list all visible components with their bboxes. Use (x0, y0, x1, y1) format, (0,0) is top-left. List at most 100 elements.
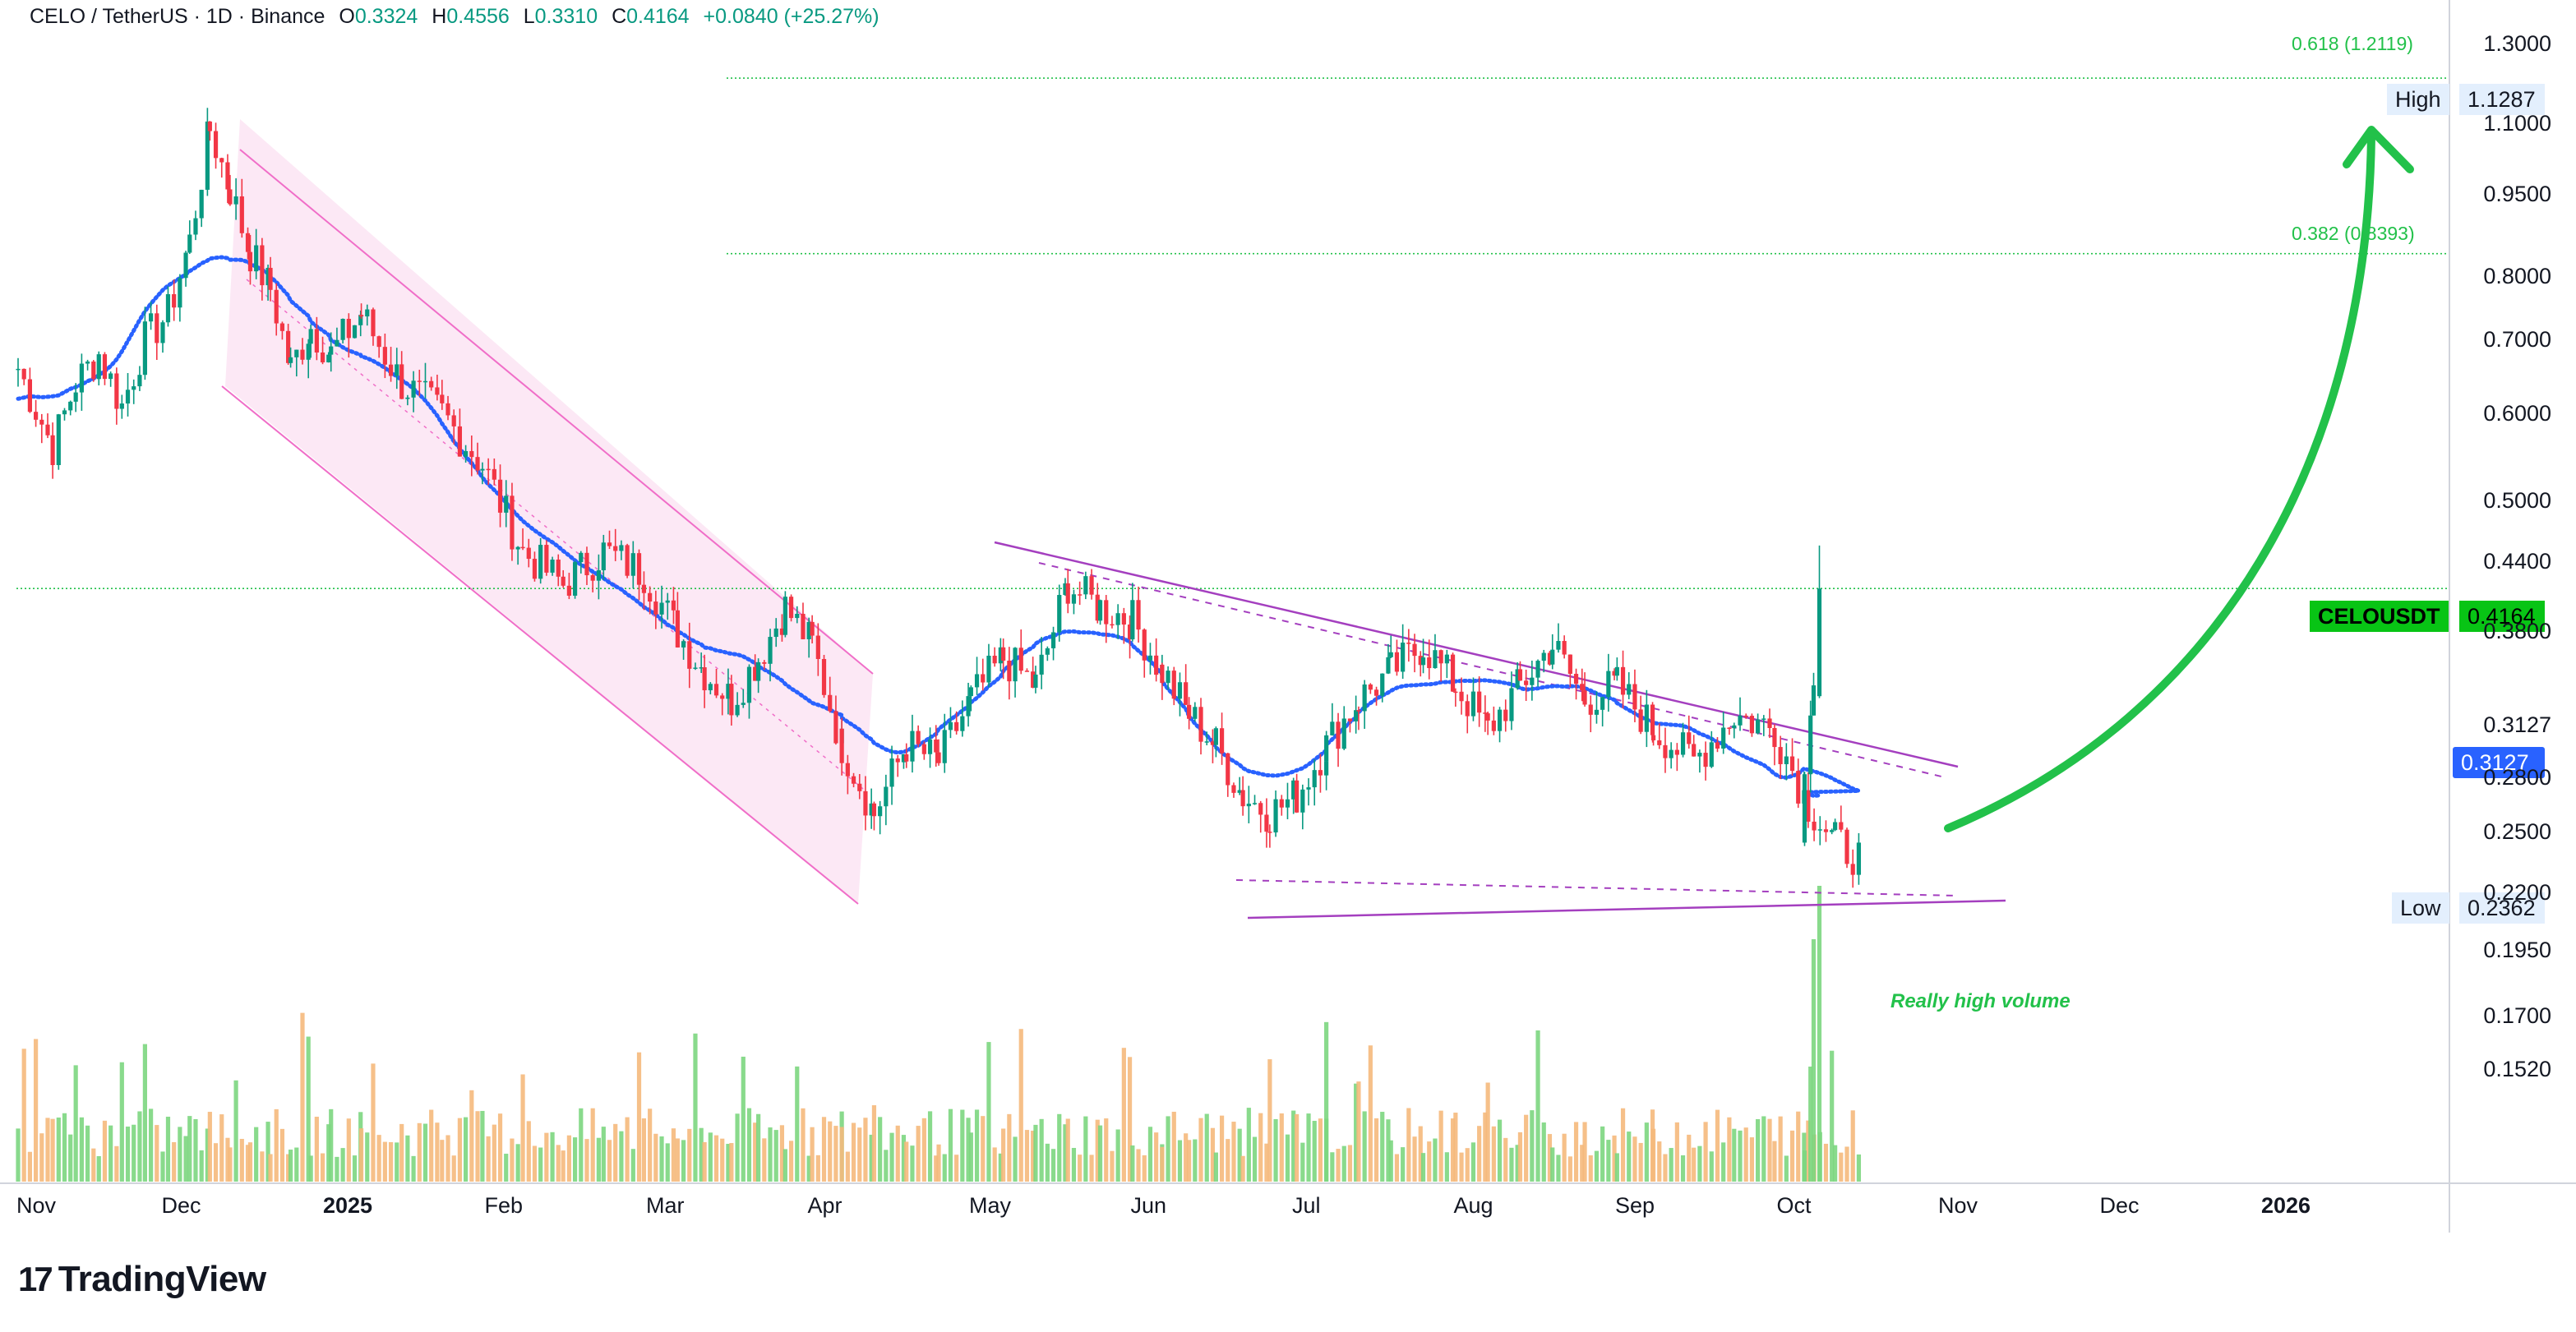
volume-bar (948, 1108, 953, 1182)
candle (1089, 576, 1094, 595)
candle (1418, 656, 1423, 666)
candle (1509, 688, 1514, 721)
candle (1530, 677, 1535, 685)
candle (1562, 641, 1567, 655)
candle (869, 803, 874, 816)
volume-bar (768, 1127, 773, 1182)
candle (329, 346, 334, 355)
x-tick-label: Nov (1938, 1193, 1978, 1218)
candle (300, 349, 305, 360)
volume-bar (1347, 1145, 1353, 1182)
volume-bar (1562, 1133, 1567, 1182)
volume-bar (1620, 1108, 1626, 1182)
candle (1784, 756, 1789, 764)
volume-bar (1844, 1146, 1849, 1182)
candle (268, 267, 273, 290)
volume-bar (1817, 886, 1822, 1182)
volume-bar (1470, 1142, 1476, 1182)
volume-bar (1078, 1155, 1083, 1182)
candle (960, 716, 965, 731)
volume-bar (735, 1113, 740, 1182)
candle (1620, 666, 1626, 695)
candle (653, 601, 658, 615)
candle (1627, 684, 1632, 695)
close-label: C (612, 5, 627, 28)
candle (1567, 654, 1572, 675)
candle (753, 666, 758, 681)
volume-bar (1550, 1147, 1555, 1182)
candle (641, 584, 647, 593)
volume-bar (497, 1113, 503, 1182)
candle (828, 694, 833, 712)
volume-bar (1588, 1155, 1593, 1182)
candle (1767, 718, 1772, 729)
candle (155, 313, 159, 343)
candle (1808, 715, 1813, 775)
volume-bar (1485, 1082, 1490, 1182)
volume-bar (1252, 1136, 1258, 1182)
candle (1438, 650, 1443, 664)
x-tick-label: Dec (161, 1193, 201, 1218)
volume-bar (1709, 1151, 1714, 1182)
candle (1453, 691, 1458, 694)
volume-bar (1160, 1146, 1165, 1182)
volume-bar (520, 1074, 525, 1182)
volume-bar (1204, 1113, 1209, 1182)
volume-bar (981, 1116, 986, 1182)
volume-bar (1279, 1113, 1284, 1182)
volume-bar (1594, 1150, 1600, 1182)
candle (936, 752, 941, 763)
volume-bar (411, 1155, 416, 1182)
volume-bar (1388, 1140, 1393, 1182)
volume-bar (39, 1133, 44, 1182)
volume-bar (1669, 1148, 1673, 1182)
candle (779, 628, 785, 635)
volume-bar (1420, 1153, 1426, 1182)
volume-bar (388, 1141, 394, 1182)
candle (675, 610, 680, 648)
volume-bar (1433, 1138, 1438, 1182)
volume-bar (352, 1155, 358, 1182)
candle (16, 368, 21, 371)
candle (340, 318, 345, 340)
brand-name: TradingView (58, 1259, 266, 1299)
volume-bar (492, 1124, 496, 1182)
volume-bar (1065, 1118, 1070, 1182)
candle (486, 468, 491, 471)
volume-bar (268, 1154, 273, 1182)
volume-bar (720, 1138, 725, 1182)
volume-bar (895, 1125, 900, 1182)
volume-bar (927, 1111, 933, 1182)
volume-bar (851, 1122, 856, 1182)
candle (1033, 674, 1038, 688)
low-label: L (523, 5, 535, 28)
y-tick-label: 0.8000 (2483, 263, 2551, 288)
channel-mid (246, 279, 864, 790)
candle (160, 322, 165, 343)
volume-bar (510, 1138, 515, 1182)
volume-bar (729, 1143, 734, 1182)
candle (998, 647, 1003, 664)
volume-bar (966, 1118, 971, 1182)
candle (1812, 821, 1817, 831)
volume-bar (1650, 1128, 1656, 1182)
volume-bar (1567, 1156, 1572, 1182)
candle (857, 783, 862, 791)
volume-bar (584, 1139, 589, 1182)
candle (613, 546, 618, 551)
volume-bar (871, 1105, 877, 1182)
candle (746, 666, 752, 703)
volume-bar (1830, 1050, 1835, 1182)
candle (636, 553, 642, 585)
volume-bar (1031, 1131, 1036, 1182)
volume-bar (839, 1127, 844, 1182)
candle (863, 790, 868, 816)
volume-bar (810, 1127, 815, 1182)
volume-bar (1380, 1112, 1385, 1182)
volume-bar (726, 1144, 731, 1182)
volume-bar (228, 1147, 233, 1182)
candle (1380, 673, 1385, 696)
volume-bar (1071, 1147, 1077, 1182)
candle (260, 245, 265, 286)
